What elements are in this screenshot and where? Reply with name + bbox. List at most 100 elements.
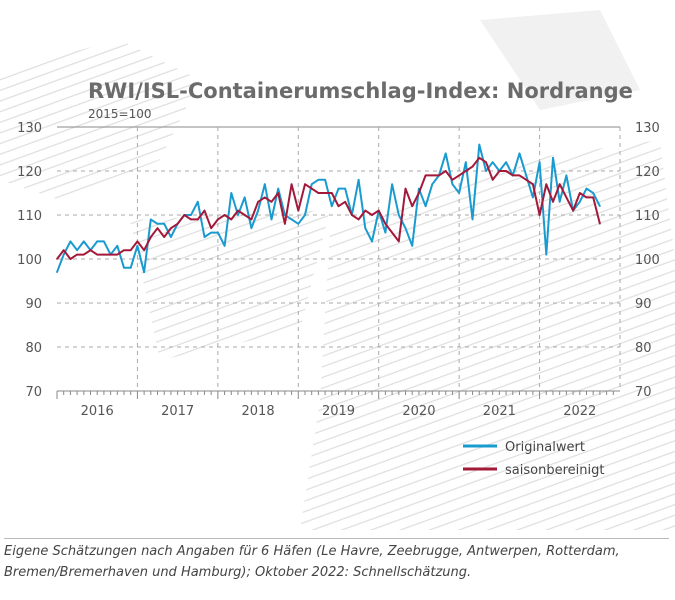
x-tick-label: 2020: [402, 404, 435, 419]
point-seasonal: [418, 192, 420, 194]
point-seasonal: [196, 218, 199, 221]
point-original: [471, 218, 474, 221]
x-tick-label: 2017: [161, 404, 194, 419]
y-tick-label: 110: [635, 209, 660, 224]
point-original: [123, 267, 125, 269]
point-seasonal: [176, 223, 179, 225]
point-original: [270, 218, 273, 221]
point-seasonal: [163, 236, 166, 238]
point-seasonal: [357, 218, 360, 221]
y-axis-left: 70 80 90 100 110 120 130: [17, 121, 42, 400]
point-seasonal: [76, 253, 78, 256]
point-seasonal: [270, 201, 273, 203]
point-seasonal: [150, 236, 152, 238]
point-original: [364, 227, 367, 229]
point-original: [558, 201, 561, 203]
point-original: [129, 267, 132, 269]
point-seasonal: [384, 223, 387, 225]
y-tick-label: 80: [635, 341, 652, 356]
y-tick-label: 90: [25, 297, 42, 312]
point-original: [237, 214, 239, 216]
point-seasonal: [203, 209, 206, 212]
point-original: [196, 201, 199, 203]
point-original: [297, 223, 300, 225]
point-original: [284, 214, 286, 216]
point-original: [538, 161, 541, 163]
point-original: [344, 187, 347, 190]
point-seasonal: [505, 170, 507, 172]
point-original: [465, 161, 467, 163]
point-seasonal: [398, 240, 400, 243]
point-original: [337, 187, 340, 190]
point-seasonal: [116, 253, 119, 256]
point-seasonal: [129, 249, 132, 251]
point-seasonal: [109, 253, 112, 256]
y-tick-label: 120: [635, 165, 660, 180]
point-seasonal: [552, 201, 554, 203]
point-original: [505, 161, 507, 163]
point-original: [304, 214, 306, 216]
point-original: [170, 236, 172, 238]
point-original: [62, 253, 65, 256]
point-original: [491, 161, 494, 163]
point-original: [384, 231, 387, 234]
point-original: [324, 179, 326, 181]
point-original: [76, 249, 78, 251]
point-seasonal: [491, 179, 494, 181]
grid: [57, 126, 621, 392]
point-seasonal: [344, 201, 347, 203]
y-tick-label: 130: [635, 121, 660, 136]
point-original: [545, 253, 548, 256]
point-seasonal: [532, 183, 534, 185]
point-seasonal: [351, 214, 353, 216]
point-seasonal: [143, 249, 145, 251]
point-original: [203, 236, 206, 238]
point-seasonal: [485, 161, 487, 163]
point-original: [150, 218, 152, 221]
x-tick-label: 2016: [81, 404, 114, 419]
point-seasonal: [304, 183, 306, 185]
point-seasonal: [599, 223, 601, 225]
y-tick-label: 120: [17, 165, 42, 180]
point-original: [485, 170, 487, 172]
point-seasonal: [511, 174, 514, 177]
point-seasonal: [210, 227, 212, 229]
point-original: [317, 179, 320, 181]
point-seasonal: [156, 227, 159, 229]
y-tick-label: 130: [17, 121, 42, 136]
point-original: [330, 205, 333, 207]
point-seasonal: [538, 214, 541, 216]
y-tick-label: 100: [17, 253, 42, 268]
point-original: [444, 152, 447, 155]
point-original: [585, 187, 588, 190]
point-seasonal: [217, 218, 219, 221]
y-tick-label: 110: [17, 209, 42, 224]
y-tick-label: 80: [25, 341, 42, 356]
point-original: [411, 245, 414, 247]
point-original: [190, 214, 192, 216]
point-seasonal: [431, 174, 434, 177]
point-seasonal: [263, 196, 266, 199]
point-seasonal: [277, 192, 279, 194]
point-original: [223, 245, 226, 247]
y-tick-label: 100: [635, 253, 660, 268]
point-seasonal: [451, 179, 454, 181]
point-seasonal: [565, 196, 568, 199]
point-original: [404, 227, 407, 229]
point-original: [103, 240, 105, 243]
point-original: [217, 231, 219, 234]
point-seasonal: [284, 223, 286, 225]
background-map: [0, 10, 675, 530]
point-original: [599, 205, 601, 207]
point-seasonal: [525, 179, 527, 181]
point-seasonal: [190, 218, 192, 221]
point-original: [398, 214, 400, 216]
point-seasonal: [250, 218, 253, 221]
point-seasonal: [123, 249, 125, 251]
point-original: [431, 183, 434, 185]
point-seasonal: [237, 209, 239, 212]
point-seasonal: [444, 170, 447, 172]
point-seasonal: [330, 192, 333, 194]
point-original: [96, 240, 99, 243]
point-original: [56, 271, 58, 274]
